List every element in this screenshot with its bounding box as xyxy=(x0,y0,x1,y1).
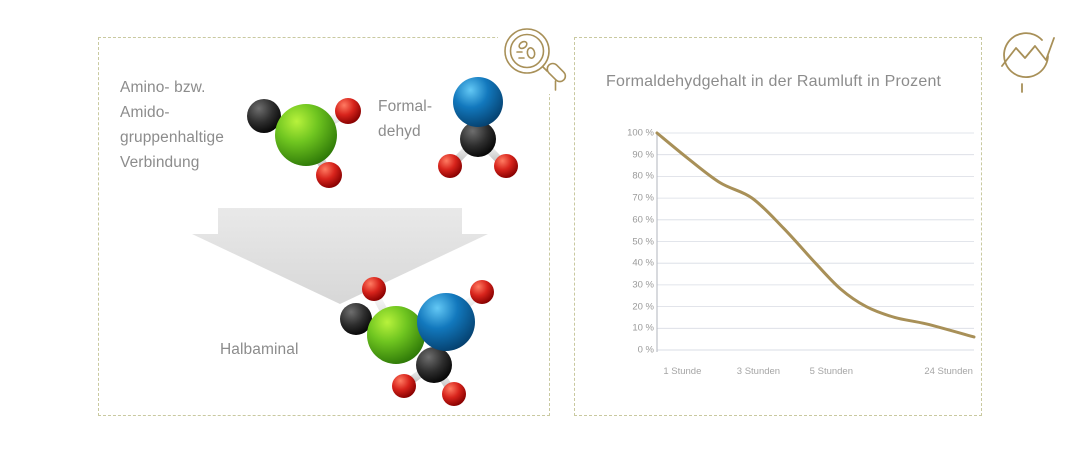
chart-panel xyxy=(574,37,982,416)
amino-compound-molecule xyxy=(236,82,376,194)
y-axis-tick-label: 30 % xyxy=(632,279,654,291)
reactant-formaldehyde-label: Formal- dehyd xyxy=(378,98,433,140)
line-chart: 100 % 90 % 80 % 70 % 60 % 50 % 40 % 30 % 20 % 10 … xyxy=(574,37,982,416)
reactant-amino-label: Amino- bzw. Amido- gruppenhaltige Verbin… xyxy=(120,79,224,171)
y-axis-tick-label: 0 % xyxy=(637,344,654,356)
formaldehyde-molecule xyxy=(432,70,524,186)
downward-reaction-arrow xyxy=(192,208,488,304)
product-halbaminal-label: Halbaminal xyxy=(220,341,299,358)
halbaminal-molecule xyxy=(328,272,514,406)
y-axis-tick-label: 60 % xyxy=(632,214,654,226)
y-axis-tick-label: 40 % xyxy=(632,257,654,269)
y-axis-tick-label: 80 % xyxy=(632,170,654,182)
y-axis-tick-label: 100 % xyxy=(627,127,654,139)
y-axis-tick-label: 10 % xyxy=(632,322,654,334)
x-axis-tick-label: 3 Stunden xyxy=(736,366,781,377)
chart-plot xyxy=(655,131,976,352)
chart-title: Formaldehydgehalt in der Raumluft in Pro… xyxy=(606,73,942,90)
y-axis-labels: 100 % 90 % 80 % 70 % 60 % 50 % 40 % 30 % 20 % 10 … xyxy=(600,37,654,416)
x-axis-tick-label: 1 Stunde xyxy=(663,366,702,377)
chart-series-line xyxy=(655,131,976,339)
y-axis-tick-label: 50 % xyxy=(632,236,654,247)
trend-chart-icon xyxy=(992,22,1064,94)
x-axis-tick-label: 24 Stunden xyxy=(924,366,973,377)
y-axis-tick-label: 90 % xyxy=(632,149,654,161)
y-axis-tick-label: 20 % xyxy=(632,301,654,313)
x-axis-tick-label: 5 Stunden xyxy=(809,366,854,377)
y-axis-tick-label: 70 % xyxy=(632,192,654,204)
magnifier-molecule-icon xyxy=(498,22,570,94)
